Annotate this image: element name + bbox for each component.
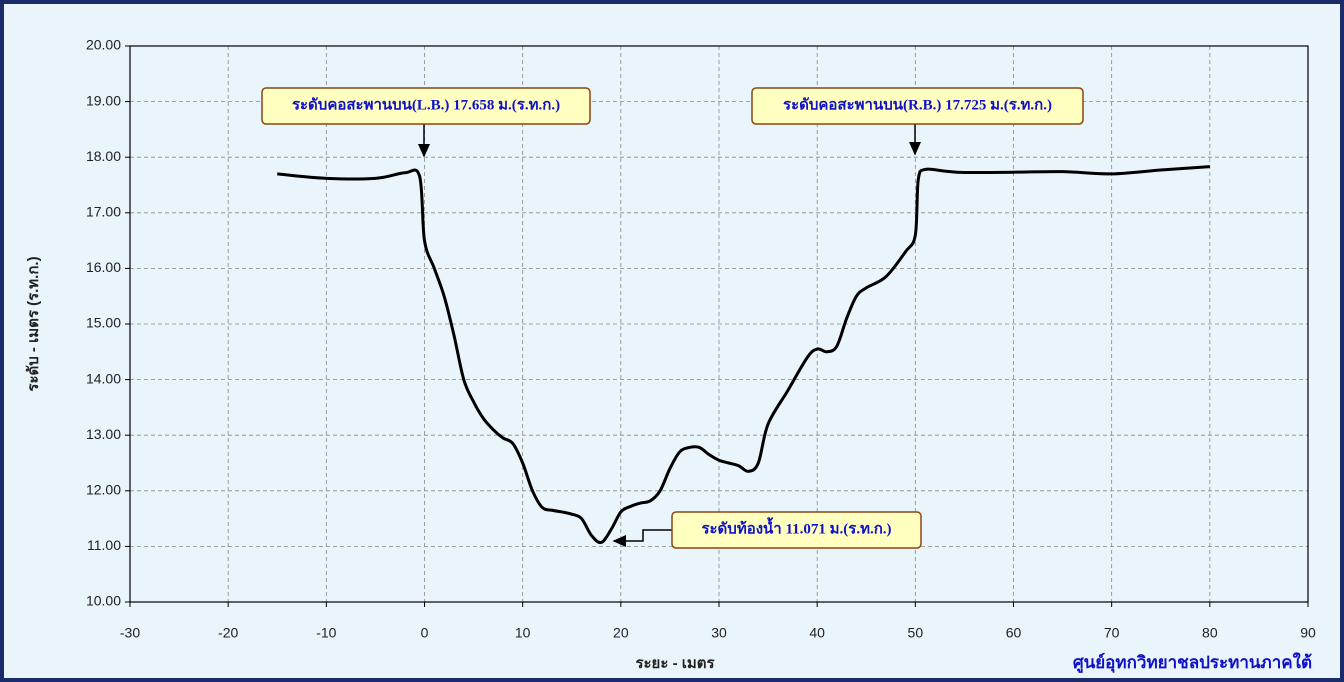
y-tick-label: 20.00 — [86, 37, 121, 53]
x-tick-label: 40 — [809, 625, 825, 641]
callout-text: ระดับท้องน้ำ 11.071 ม.(ร.ท.ก.) — [701, 516, 891, 537]
x-tick-label: -30 — [120, 625, 140, 641]
x-tick-label: 20 — [613, 625, 629, 641]
x-tick-label: 50 — [908, 625, 924, 641]
y-tick-label: 12.00 — [86, 482, 121, 498]
y-tick-label: 19.00 — [86, 92, 121, 108]
callout-box — [261, 87, 591, 125]
callout-text: ระดับคอสะพานบน(R.B.) 17.725 ม.(ร.ท.ก.) — [783, 96, 1052, 113]
x-axis-label: ระยะ - เมตร — [635, 655, 715, 672]
y-tick-label: 18.00 — [86, 148, 121, 164]
callout-box — [751, 87, 1084, 125]
x-tick-label: -10 — [316, 625, 336, 641]
y-tick-label: 11.00 — [87, 537, 121, 553]
x-tick-label: 60 — [1006, 625, 1022, 641]
plot-border — [129, 45, 1309, 603]
callout-arrow — [612, 529, 672, 547]
y-tick-label: 14.00 — [86, 370, 121, 386]
x-tick-label: 70 — [1104, 625, 1120, 641]
x-tick-label: 10 — [515, 625, 531, 641]
y-tick-label: 13.00 — [86, 426, 121, 442]
y-tick-label: 10.00 — [86, 593, 121, 609]
footer: ศูนย์อุทกวิทยาชลประทานภาคใต้ — [1073, 652, 1312, 674]
x-tick-label: -20 — [218, 625, 238, 641]
y-tick-label: 17.00 — [86, 204, 121, 220]
x-tick-label: 0 — [421, 625, 429, 641]
x-tick-label: 90 — [1300, 625, 1316, 641]
line — [277, 165, 1210, 545]
y-tick-label: 16.00 — [86, 259, 121, 275]
y-axis-label: ระดับ - เมตร (ร.ท.ก.) — [25, 256, 42, 391]
callout-box — [671, 511, 922, 549]
x-tick-label: 30 — [711, 625, 727, 641]
callout-text: ระดับคอสะพานบน(L.B.) 17.658 ม.(ร.ท.ก.) — [292, 96, 560, 113]
y-tick-label: 15.00 — [86, 315, 121, 331]
x-tick-label: 80 — [1202, 625, 1218, 641]
